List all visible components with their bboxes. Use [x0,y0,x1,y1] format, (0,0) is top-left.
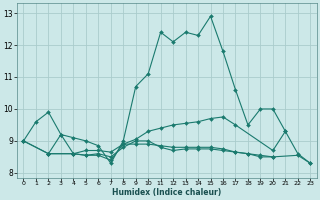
X-axis label: Humidex (Indice chaleur): Humidex (Indice chaleur) [112,188,221,197]
